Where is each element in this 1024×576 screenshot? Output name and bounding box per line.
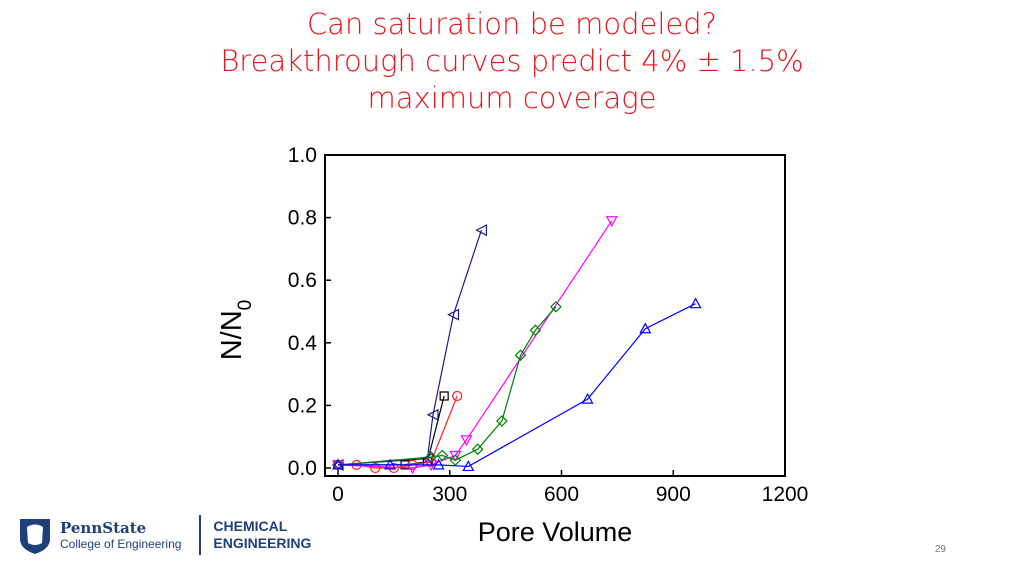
y-axis-label: N/N0	[216, 300, 256, 361]
logo-name: PennState	[60, 519, 147, 537]
y-tick-label: 0.4	[288, 332, 318, 355]
x-tick-label: 300	[432, 483, 467, 506]
data-point	[605, 216, 618, 227]
data-point	[406, 463, 419, 475]
x-tick-label: 600	[544, 483, 579, 506]
data-point	[462, 460, 475, 472]
x-tick-label: 1200	[762, 483, 809, 506]
y-tick-label: 0.6	[288, 269, 317, 292]
data-point	[447, 308, 460, 321]
data-point	[426, 408, 439, 421]
data-point	[496, 415, 508, 427]
data-point	[332, 459, 344, 471]
data-point	[449, 450, 462, 462]
y-tick-label: 0.8	[288, 207, 317, 230]
data-point	[370, 462, 381, 474]
data-point	[639, 322, 652, 334]
data-point	[550, 300, 562, 313]
data-point	[471, 443, 484, 456]
page-number: 29	[934, 544, 946, 555]
logo-subtitle: College of Engineering	[60, 537, 182, 551]
nittany-lion-shield-icon	[20, 519, 50, 554]
pennstate-logo: PennState College of Engineering CHEMICA…	[18, 515, 311, 555]
data-point	[475, 224, 488, 237]
series-line	[337, 306, 557, 466]
series-line	[338, 303, 696, 468]
data-point	[436, 449, 449, 462]
dept-line-1: CHEMICAL	[213, 518, 288, 534]
y-tick-label: 0.0	[288, 457, 317, 480]
data-point	[425, 451, 437, 463]
data-point	[460, 435, 473, 447]
logo-divider	[199, 515, 202, 555]
data-point	[439, 391, 449, 401]
data-point	[689, 297, 702, 309]
y-tick-label: 1.0	[288, 144, 317, 167]
slide-title: Can saturation be modeled? Breakthrough …	[0, 6, 1024, 117]
x-tick-label: 0	[332, 483, 344, 506]
x-axis-label: Pore Volume	[478, 517, 633, 547]
title-line-2: Breakthrough curves predict 4% ± 1.5%	[220, 44, 804, 78]
series-line	[337, 220, 613, 469]
data-point	[514, 349, 527, 362]
data-point	[529, 324, 542, 337]
data-point	[581, 392, 594, 404]
series-line	[337, 229, 482, 466]
y-tick-label: 0.2	[288, 394, 317, 417]
title-line-3: maximum coverage	[367, 81, 657, 115]
title-line-1: Can saturation be modeled?	[306, 7, 718, 41]
dept-line-2: ENGINEERING	[213, 535, 312, 551]
plot-frame	[324, 154, 786, 477]
data-point	[331, 458, 345, 470]
data-point	[432, 458, 445, 470]
data-point	[384, 458, 397, 470]
data-point	[452, 390, 463, 402]
x-tick-label: 900	[656, 483, 691, 506]
